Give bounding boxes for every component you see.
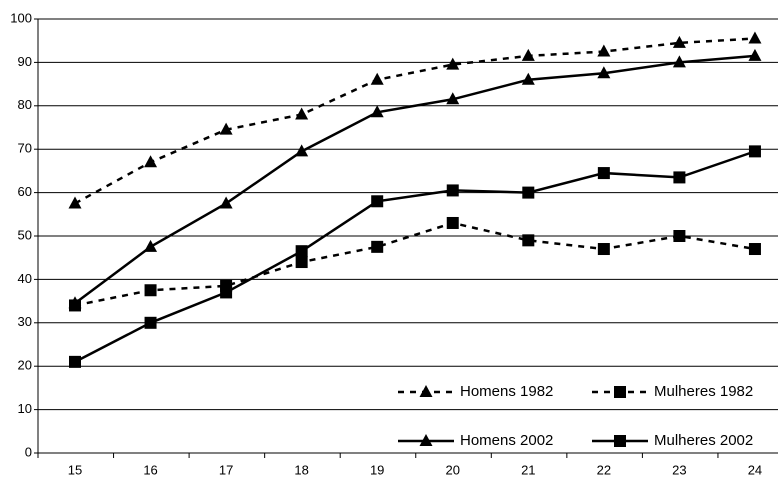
marker: [597, 66, 611, 79]
marker: [446, 92, 460, 105]
y-tick-label: 100: [10, 10, 32, 25]
marker: [144, 239, 158, 252]
y-tick-label: 80: [18, 97, 32, 112]
marker: [597, 243, 610, 256]
marker: [748, 145, 761, 158]
marker: [597, 167, 610, 180]
marker: [144, 155, 158, 168]
marker: [371, 195, 384, 208]
marker: [614, 386, 626, 398]
marker: [69, 355, 81, 368]
marker: [370, 72, 384, 85]
marker: [144, 316, 157, 329]
marker: [220, 286, 233, 299]
marker: [68, 296, 82, 309]
marker: [419, 385, 433, 397]
marker: [219, 122, 233, 135]
x-tick-label: 22: [597, 462, 611, 477]
marker: [295, 107, 309, 120]
series-line: [74, 54, 756, 305]
marker: [144, 284, 157, 297]
marker: [672, 35, 686, 48]
series-line: [74, 150, 756, 363]
series-line: [74, 37, 756, 205]
x-tick-label: 23: [672, 462, 686, 477]
marker: [522, 234, 535, 247]
y-tick-label: 0: [25, 444, 32, 459]
marker: [748, 243, 761, 256]
marker: [672, 55, 686, 68]
marker: [295, 245, 308, 258]
marker: [748, 31, 762, 44]
y-tick-label: 40: [18, 271, 32, 286]
series-line: [74, 221, 756, 307]
marker: [597, 44, 611, 57]
marker: [673, 171, 686, 184]
y-tick-label: 70: [18, 141, 32, 156]
x-tick-label: 24: [748, 462, 762, 477]
marker: [446, 184, 459, 197]
marker: [68, 196, 82, 209]
y-tick-label: 30: [18, 314, 32, 329]
legend-label: Homens 2002: [460, 432, 553, 449]
marker: [522, 186, 535, 199]
x-tick-label: 20: [446, 462, 460, 477]
marker: [219, 196, 233, 209]
marker: [295, 144, 309, 157]
marker: [446, 57, 460, 70]
y-tick-label: 60: [18, 184, 32, 199]
marker: [419, 434, 433, 446]
y-tick-label: 50: [18, 227, 32, 242]
marker: [370, 105, 384, 118]
x-tick-label: 17: [219, 462, 233, 477]
x-tick-label: 16: [143, 462, 157, 477]
marker: [673, 230, 686, 242]
legend-label: Mulheres 1982: [654, 383, 753, 400]
marker: [446, 216, 459, 229]
marker: [295, 256, 308, 269]
x-tick-label: 18: [294, 462, 308, 477]
marker: [614, 435, 626, 447]
x-tick-label: 21: [521, 462, 535, 477]
marker: [521, 72, 535, 85]
legend-label: Mulheres 2002: [654, 432, 753, 449]
x-tick-label: 15: [68, 462, 82, 477]
y-tick-label: 10: [18, 401, 32, 416]
legend: Homens 1982 Mulheres 1982 Homens 2002 Mulhe…: [398, 383, 753, 449]
x-tick-label: 19: [370, 462, 384, 477]
legend-label: Homens 1982: [460, 383, 553, 400]
marker: [521, 48, 535, 61]
marker: [748, 48, 762, 61]
y-tick-label: 20: [18, 358, 32, 373]
y-tick-label: 90: [18, 54, 32, 69]
marker: [371, 240, 384, 253]
